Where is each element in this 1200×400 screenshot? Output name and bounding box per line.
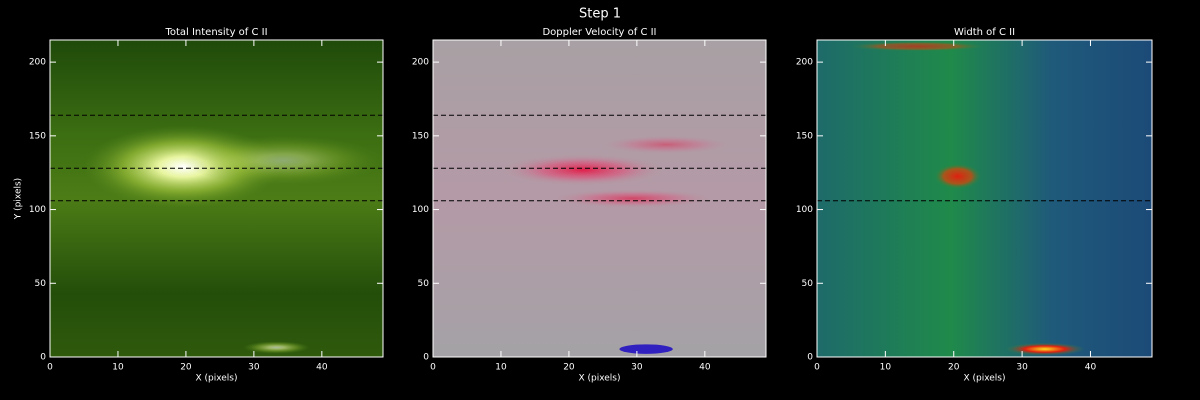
- heatmap-highlight: [499, 154, 667, 186]
- y-tick-label: 0: [40, 353, 46, 363]
- y-tick-label: 200: [29, 58, 46, 68]
- y-tick-label: 100: [412, 205, 429, 215]
- heatmap-highlight: [850, 41, 985, 52]
- heatmap-image: [817, 40, 1152, 357]
- x-tick-label: 40: [1085, 363, 1097, 373]
- x-tick-label: 40: [316, 363, 328, 373]
- heatmap-highlight: [549, 188, 717, 209]
- heatmap-highlight: [183, 135, 383, 186]
- y-tick-label: 50: [802, 279, 814, 289]
- x-tick-label: 20: [180, 363, 192, 373]
- heatmap-highlight: [619, 344, 673, 354]
- x-tick-label: 30: [248, 363, 260, 373]
- plot-frame: [816, 39, 1153, 358]
- x-tick-label: 0: [430, 363, 436, 373]
- y-axis-label: Y (pixels): [14, 178, 24, 220]
- x-axis-label: X (pixels): [578, 374, 620, 384]
- figure-title: Step 1: [579, 7, 621, 22]
- x-tick-label: 0: [814, 363, 820, 373]
- heatmap-highlight: [599, 135, 733, 155]
- plot-frame: [432, 39, 767, 358]
- x-tick-label: 0: [47, 363, 53, 373]
- heatmap-highlight: [1004, 342, 1085, 356]
- x-tick-label: 30: [1016, 363, 1028, 373]
- heatmap-highlight: [934, 163, 982, 189]
- x-tick-label: 40: [699, 363, 711, 373]
- y-tick-label: 150: [29, 131, 46, 141]
- x-tick-label: 10: [112, 363, 124, 373]
- y-tick-label: 200: [412, 58, 429, 68]
- y-tick-label: 50: [418, 279, 430, 289]
- heatmap-highlight: [243, 341, 310, 354]
- y-tick-label: 0: [423, 353, 429, 363]
- panel-title: Total Intensity of C II: [164, 27, 267, 38]
- x-tick-label: 30: [631, 363, 643, 373]
- y-tick-label: 100: [29, 205, 46, 215]
- x-axis-label: X (pixels): [195, 374, 237, 384]
- x-tick-label: 10: [495, 363, 507, 373]
- panel-title: Width of C II: [954, 27, 1015, 38]
- plot-frame: [49, 39, 384, 358]
- y-tick-label: 200: [796, 58, 813, 68]
- panel-title: Doppler Velocity of C II: [542, 27, 656, 38]
- x-axis-label: X (pixels): [963, 374, 1005, 384]
- x-tick-label: 20: [563, 363, 575, 373]
- y-tick-label: 50: [35, 279, 47, 289]
- y-tick-label: 150: [796, 131, 813, 141]
- x-tick-label: 10: [880, 363, 892, 373]
- y-tick-label: 0: [807, 353, 813, 363]
- y-tick-label: 150: [412, 131, 429, 141]
- x-tick-label: 20: [948, 363, 960, 373]
- y-tick-label: 100: [796, 205, 813, 215]
